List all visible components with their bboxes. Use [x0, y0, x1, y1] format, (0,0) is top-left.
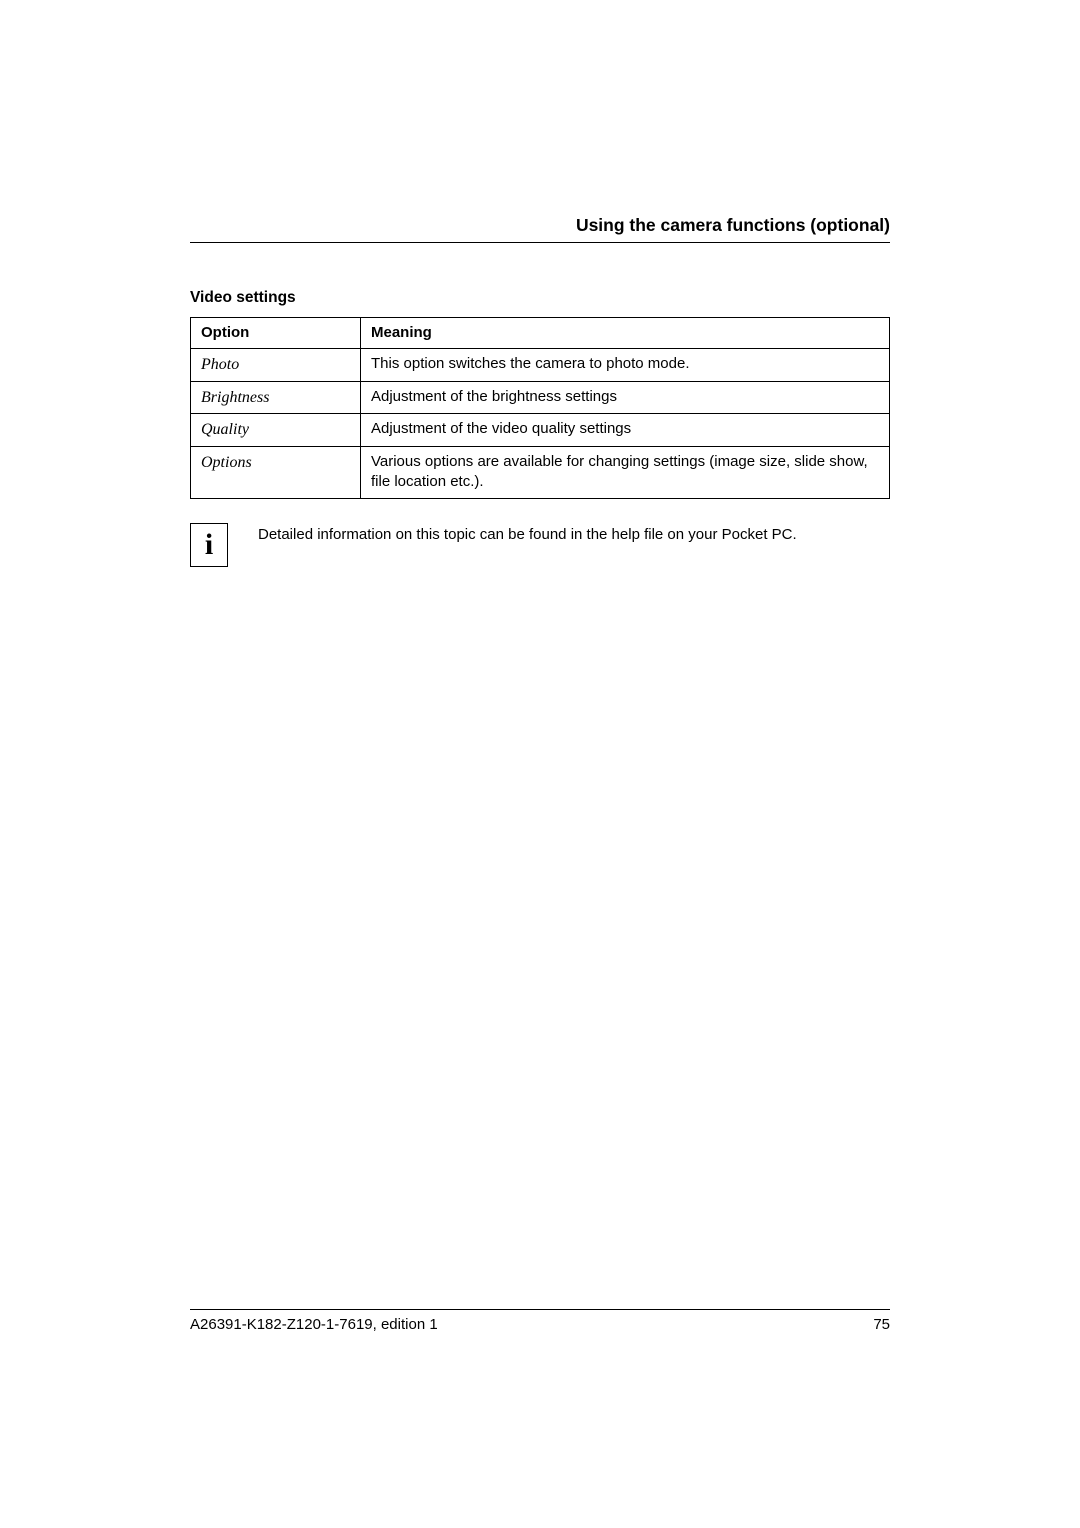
- table-row: Photo This option switches the camera to…: [191, 349, 890, 382]
- footer-page-number: 75: [873, 1316, 890, 1333]
- table-row: Brightness Adjustment of the brightness …: [191, 381, 890, 414]
- meaning-cell: Various options are available for changi…: [361, 447, 890, 499]
- table-header-option: Option: [191, 318, 361, 349]
- footer-doc-id: A26391-K182-Z120-1-7619, edition 1: [190, 1316, 438, 1333]
- option-cell: Options: [191, 447, 361, 499]
- section-title: Video settings: [190, 289, 890, 307]
- meaning-cell: Adjustment of the brightness settings: [361, 381, 890, 414]
- table-header-row: Option Meaning: [191, 318, 890, 349]
- table-row: Options Various options are available fo…: [191, 447, 890, 499]
- info-note: i Detailed information on this topic can…: [190, 523, 890, 567]
- page-header-title: Using the camera functions (optional): [190, 215, 890, 243]
- settings-table: Option Meaning Photo This option switche…: [190, 317, 890, 499]
- table-row: Quality Adjustment of the video quality …: [191, 414, 890, 447]
- option-cell: Quality: [191, 414, 361, 447]
- meaning-cell: This option switches the camera to photo…: [361, 349, 890, 382]
- option-cell: Brightness: [191, 381, 361, 414]
- info-icon: i: [190, 523, 228, 567]
- meaning-cell: Adjustment of the video quality settings: [361, 414, 890, 447]
- page-footer: A26391-K182-Z120-1-7619, edition 1 75: [190, 1309, 890, 1333]
- table-header-meaning: Meaning: [361, 318, 890, 349]
- option-cell: Photo: [191, 349, 361, 382]
- page-content: Using the camera functions (optional) Vi…: [190, 215, 890, 1333]
- info-text: Detailed information on this topic can b…: [258, 523, 797, 545]
